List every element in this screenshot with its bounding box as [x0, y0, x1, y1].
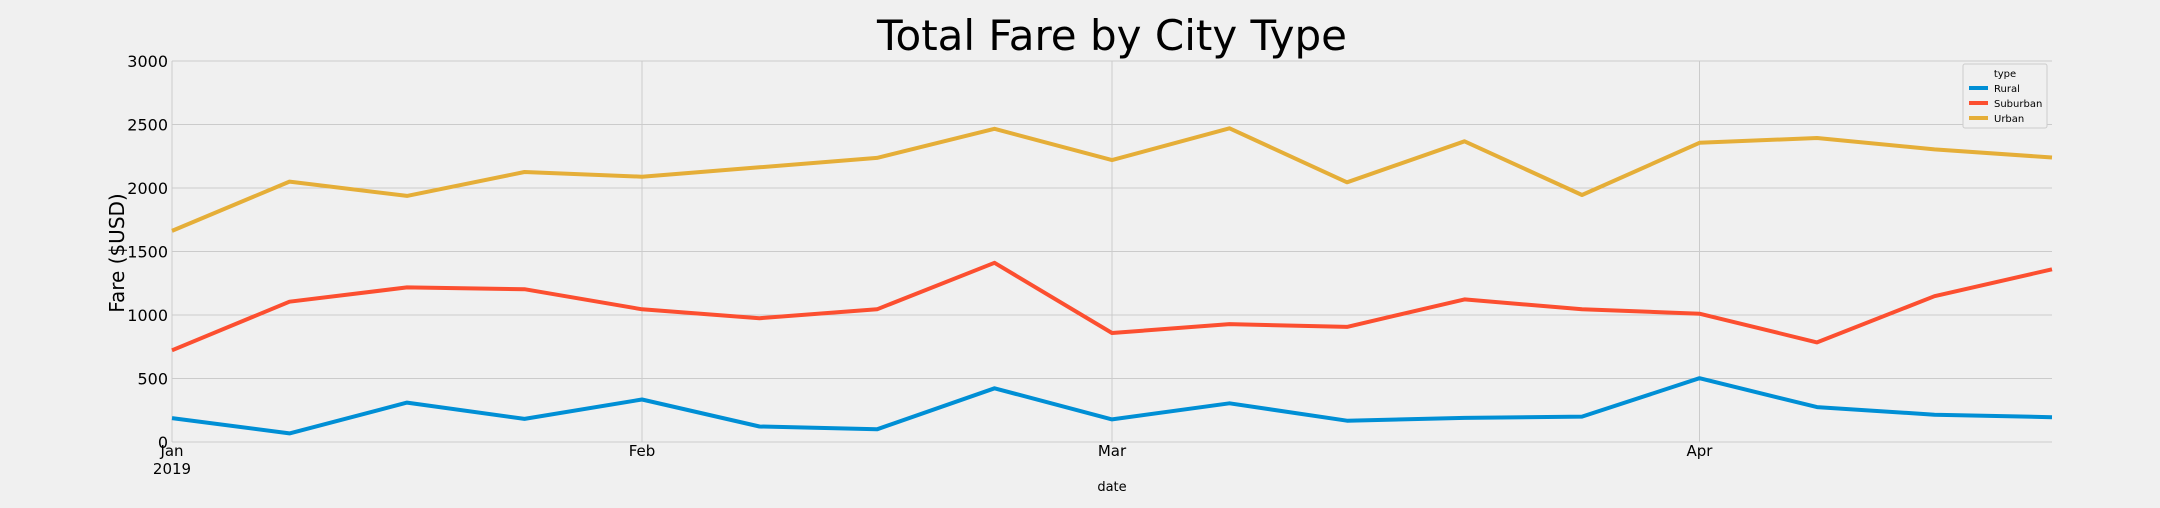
legend-label-urban: Urban: [1994, 114, 2024, 125]
legend-label-rural: Rural: [1994, 84, 2020, 95]
legend: type Rural Suburban Urban: [1962, 63, 2048, 129]
y-tick-label: 2000: [127, 179, 168, 198]
x-tick-label: Apr: [1687, 442, 1714, 460]
legend-label-suburban: Suburban: [1994, 99, 2042, 110]
x-tick-label: Feb: [629, 442, 656, 460]
y-tick-label: 1500: [127, 243, 168, 262]
y-tick-label: 500: [137, 370, 168, 389]
legend-title: type: [1994, 69, 2016, 80]
x-tick-label: Jan: [159, 442, 183, 460]
y-tick-label: 1000: [127, 306, 168, 325]
y-axis-ticks: 0 500 1000 1500 2000 2500 3000: [127, 52, 168, 452]
legend-items: Rural Suburban Urban: [1969, 84, 2042, 125]
chart-title: Total Fare by City Type: [876, 11, 1347, 60]
series-lines: [171, 126, 2053, 436]
y-axis-label: Fare ($USD): [105, 193, 129, 312]
legend-box: [1962, 63, 2048, 129]
y-tick-label: 3000: [127, 52, 168, 71]
series-line-rural: [171, 376, 2053, 436]
grid: [171, 60, 2052, 443]
x-tick-label: Mar: [1098, 442, 1127, 460]
x-tick-sublabel: 2019: [153, 460, 191, 478]
series-line-suburban: [171, 260, 2053, 353]
y-tick-label: 0: [158, 433, 168, 452]
series-line-urban: [171, 126, 2053, 233]
x-axis-label: date: [1097, 480, 1126, 495]
y-tick-label: 2500: [127, 116, 168, 135]
